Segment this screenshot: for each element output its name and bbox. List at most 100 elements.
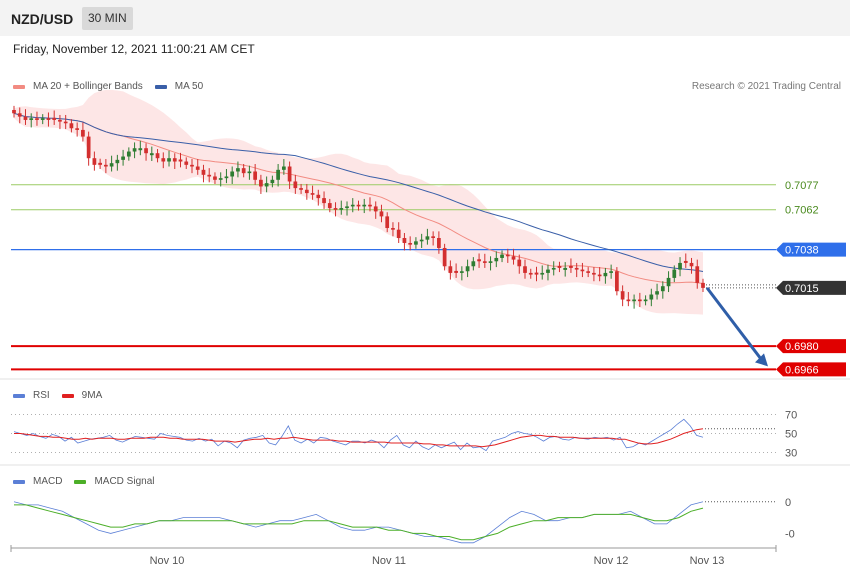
candle-body [310, 193, 315, 195]
candle-body [126, 151, 131, 157]
macd-series-MACD Signal [14, 504, 704, 541]
candle-body [63, 121, 68, 124]
legend-item-ma50: MA 50 [154, 81, 203, 92]
candle-body [144, 148, 148, 154]
candle-body [540, 272, 545, 275]
legend-item-9ma: 9MA [61, 390, 102, 401]
rsi-panel: 70 50 30 [11, 410, 797, 460]
candle-body [505, 254, 510, 257]
candle-body [172, 158, 177, 162]
candle-body [287, 166, 292, 182]
candle-body [316, 194, 321, 199]
copyright-text: Research © 2021 Trading Central [691, 81, 841, 92]
level-tag-text-0.7015: 0.7015 [785, 283, 819, 295]
candle-body [649, 294, 654, 300]
candle-body [230, 171, 235, 177]
candle-body [482, 261, 487, 263]
rsi-tick-50: 50 [785, 429, 797, 441]
candle-body [178, 159, 183, 162]
candle-body [69, 123, 74, 129]
legend-item-macd-signal: MACD Signal [74, 476, 154, 487]
interval-badge[interactable]: 30 MIN [82, 7, 133, 30]
x-tick-label: Nov 12 [594, 555, 629, 567]
candle-body [253, 171, 258, 180]
candle-body [396, 229, 401, 238]
candle-body [471, 261, 476, 267]
candle-body [678, 262, 682, 270]
level-tag-0.7015 [776, 280, 846, 295]
candle-body [81, 129, 85, 137]
candle-body [86, 136, 91, 159]
legend-swatch [61, 393, 74, 398]
candle-body [92, 158, 97, 165]
candle-body [29, 118, 34, 120]
candle-body [46, 118, 51, 120]
candle-body [414, 241, 418, 245]
instrument-title: NZD/USD [11, 11, 74, 27]
candle-body [247, 171, 252, 174]
candle-body [281, 166, 286, 170]
macd-series-MACD [13, 501, 704, 544]
candle-body [224, 176, 229, 179]
candle-body [259, 179, 263, 187]
candle-body [402, 238, 407, 243]
x-tick-label: Nov 10 [150, 555, 185, 567]
candle-body [385, 216, 390, 229]
candle-body [546, 269, 550, 273]
candle-body [368, 204, 372, 207]
candle-body [511, 256, 516, 260]
candle-body [592, 272, 596, 275]
candle-body [643, 299, 648, 302]
candle-body [391, 228, 395, 230]
legend-label: MACD Signal [94, 476, 155, 487]
rsi-series-9MA [14, 428, 704, 448]
candle-body [459, 271, 464, 273]
main-legend: MA 20 + Bollinger Bands MA 50 [13, 81, 215, 92]
level-tag-0.6980 [776, 339, 846, 354]
candle-body [322, 198, 326, 204]
candle-body [603, 272, 608, 277]
time-axis: Nov 10 Nov 11 Nov 12 Nov 13 [10, 545, 777, 567]
candle-body [425, 236, 430, 240]
candle-body [437, 238, 441, 248]
price-panel: 0.7077 0.7062 0.7038 0.7015 0.6980 0.6966 [0, 89, 850, 466]
candle-body [672, 269, 677, 278]
x-tick-label: Nov 13 [690, 555, 725, 567]
ma20-line [13, 112, 704, 284]
macd-tick--0: -0 [785, 528, 795, 540]
legend-swatch [13, 84, 25, 89]
candle-body [104, 164, 108, 167]
legend-swatch [13, 393, 25, 398]
candle-body [580, 269, 585, 272]
candle-body [597, 274, 602, 277]
legend-item-ma20: MA 20 + Bollinger Bands [13, 81, 143, 92]
candle-body [121, 156, 125, 160]
candle-body [683, 260, 688, 263]
level-label-0.7062: 0.7062 [785, 205, 819, 217]
candle-body [574, 267, 579, 270]
candle-body [17, 113, 22, 117]
candle-body [609, 271, 613, 273]
legend-swatch [13, 479, 25, 484]
candle-body [35, 118, 39, 120]
macd-tick-0: 0 [785, 497, 791, 509]
candle-body [339, 208, 344, 210]
level-tag-text-0.6966: 0.6966 [785, 364, 819, 376]
candle-body [632, 299, 636, 302]
legend-label: MA 20 + Bollinger Bands [33, 81, 143, 92]
candle-body [701, 282, 705, 288]
candle-body [523, 266, 527, 273]
candle-body [201, 169, 206, 175]
candle-body [75, 128, 80, 130]
candle-body [195, 166, 200, 170]
candle-body [448, 266, 453, 273]
candle-body [637, 299, 642, 302]
candle-body [689, 262, 694, 267]
candle-body [333, 208, 338, 210]
candle-body [132, 148, 137, 152]
level-tag-0.6966 [776, 362, 846, 377]
candle-body [442, 247, 447, 267]
rsi-tick-70: 70 [785, 410, 797, 422]
candle-body [488, 261, 493, 263]
